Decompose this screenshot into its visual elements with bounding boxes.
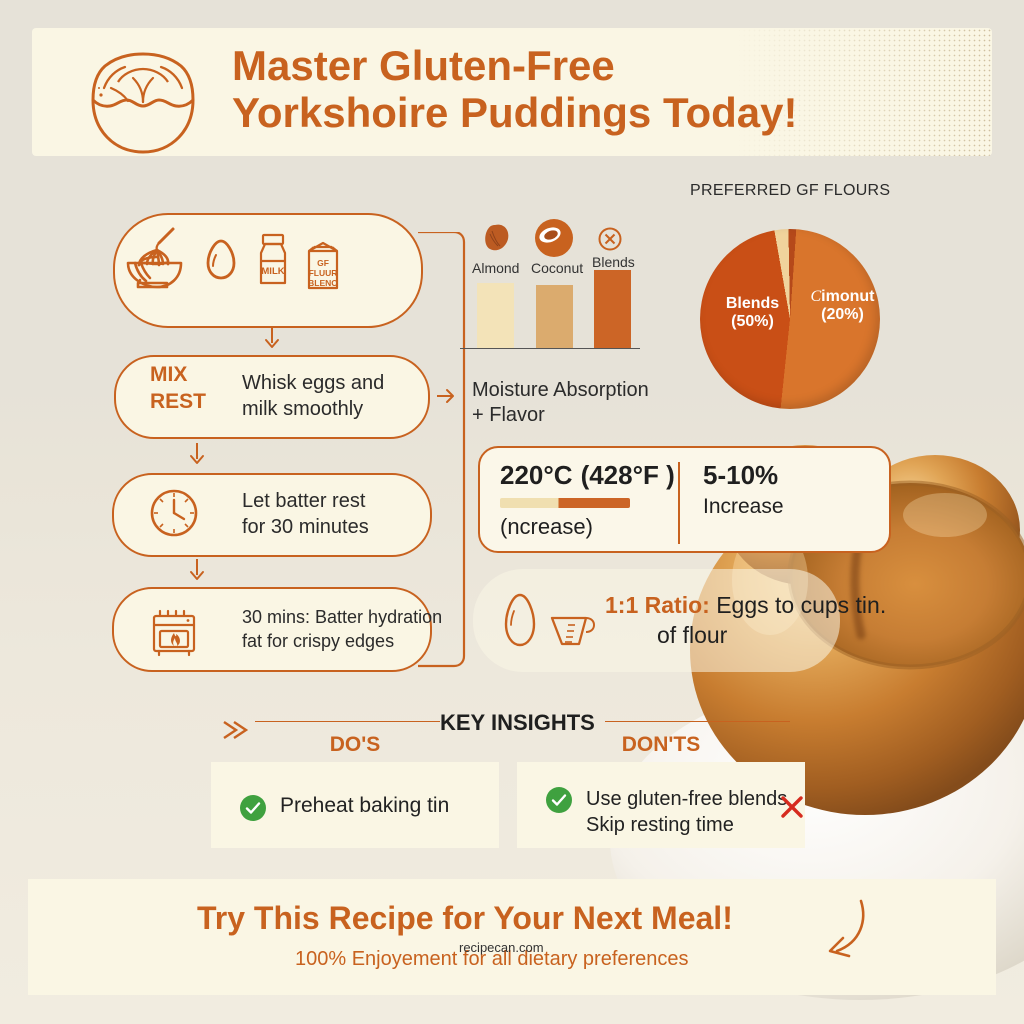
svg-text:FLUUR: FLUUR: [309, 268, 338, 278]
svg-text:GF: GF: [317, 258, 329, 268]
svg-text:MILK: MILK: [261, 266, 284, 277]
svg-text:BLENO: BLENO: [308, 278, 338, 288]
